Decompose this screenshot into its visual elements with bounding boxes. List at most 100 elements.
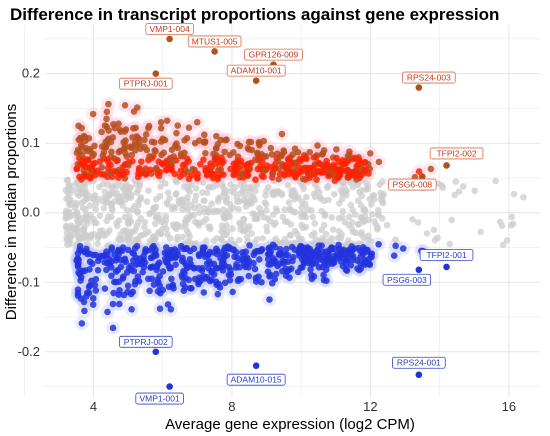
point-down — [220, 257, 227, 264]
point-neutral — [115, 236, 122, 244]
point-neutral — [311, 220, 319, 227]
point-down — [166, 265, 174, 272]
point-down — [132, 261, 140, 268]
point-up — [354, 160, 362, 168]
point-neutral — [304, 205, 311, 213]
point-down — [289, 257, 296, 265]
point-neutral — [128, 206, 136, 214]
point-neutral — [206, 183, 213, 191]
point-neutral — [218, 222, 226, 230]
point-neutral — [435, 180, 442, 187]
point-neutral — [240, 196, 248, 204]
point-neutral — [186, 188, 194, 195]
point-neutral — [218, 236, 225, 243]
point-neutral — [220, 206, 227, 213]
point-neutral — [62, 215, 70, 222]
point-up — [147, 166, 154, 174]
point-neutral — [196, 219, 203, 227]
point-up — [185, 124, 193, 132]
y-tick-label: -0.1 — [18, 274, 40, 289]
point-neutral — [285, 199, 293, 206]
point-up — [174, 122, 182, 129]
point-neutral — [195, 202, 203, 210]
point-neutral — [81, 189, 89, 197]
point-up — [189, 165, 197, 173]
point-down — [85, 283, 93, 291]
point-neutral — [92, 200, 100, 208]
point-down — [315, 242, 323, 249]
point-up — [103, 108, 111, 116]
point-neutral — [379, 178, 386, 185]
point-up — [254, 149, 261, 157]
point-neutral — [471, 187, 478, 195]
point-neutral — [448, 216, 455, 224]
point-down — [291, 246, 299, 254]
point-neutral — [187, 202, 195, 209]
x-axis-title: Average gene expression (log2 CPM) — [165, 416, 415, 433]
point-neutral — [199, 179, 207, 186]
point-down — [251, 265, 259, 273]
point-up — [221, 148, 228, 156]
point-neutral — [140, 224, 148, 231]
point-down — [191, 264, 198, 272]
point-up — [275, 175, 283, 183]
point-neutral — [94, 240, 101, 248]
point-neutral — [423, 230, 431, 237]
point-up — [294, 148, 302, 156]
point-up — [217, 136, 225, 144]
point-up — [427, 165, 435, 173]
point-up — [75, 136, 83, 144]
point-neutral — [375, 212, 382, 219]
point-up — [181, 136, 188, 144]
point-neutral — [263, 223, 270, 231]
point-neutral — [321, 211, 329, 219]
point-down — [180, 267, 187, 275]
point-down — [188, 285, 195, 292]
point-neutral — [166, 195, 173, 202]
point-up — [121, 102, 129, 109]
point-up — [202, 167, 210, 175]
point-down — [167, 305, 175, 313]
point-neutral — [300, 185, 308, 193]
point-up — [91, 159, 98, 167]
point-up — [306, 148, 314, 156]
point-down — [265, 250, 273, 258]
point-down — [104, 308, 111, 316]
point-neutral — [227, 187, 235, 195]
point-neutral — [113, 219, 120, 227]
point-down — [225, 271, 233, 279]
point-down — [164, 259, 171, 267]
annotation-label: RPS24-003 — [407, 73, 451, 83]
point-down — [208, 267, 216, 275]
annotation-box — [118, 77, 173, 90]
point-neutral — [134, 207, 141, 215]
point-neutral — [69, 225, 77, 232]
point-neutral — [507, 222, 515, 229]
point-down — [300, 247, 308, 255]
point-down — [251, 249, 259, 256]
point-down — [83, 245, 90, 253]
point-up — [200, 156, 207, 164]
point-up — [116, 126, 124, 134]
point-neutral — [74, 212, 82, 220]
point-up — [81, 161, 88, 169]
point-neutral — [184, 193, 191, 201]
point-neutral — [180, 183, 188, 190]
point-neutral — [152, 195, 160, 203]
point-neutral — [309, 213, 317, 221]
point-neutral — [339, 208, 347, 215]
point-neutral — [378, 192, 386, 200]
point-down — [77, 273, 85, 281]
annotated-point — [166, 383, 173, 390]
point-up — [333, 146, 340, 153]
point-down — [139, 268, 147, 276]
point-neutral — [241, 227, 249, 235]
point-neutral — [203, 189, 211, 197]
chart-title: Difference in transcript proportions aga… — [10, 5, 500, 24]
point-down — [234, 254, 241, 262]
point-neutral — [258, 210, 265, 217]
point-down — [127, 266, 135, 274]
annotated-point — [252, 362, 260, 370]
point-up — [142, 131, 150, 138]
point-neutral — [356, 188, 363, 196]
